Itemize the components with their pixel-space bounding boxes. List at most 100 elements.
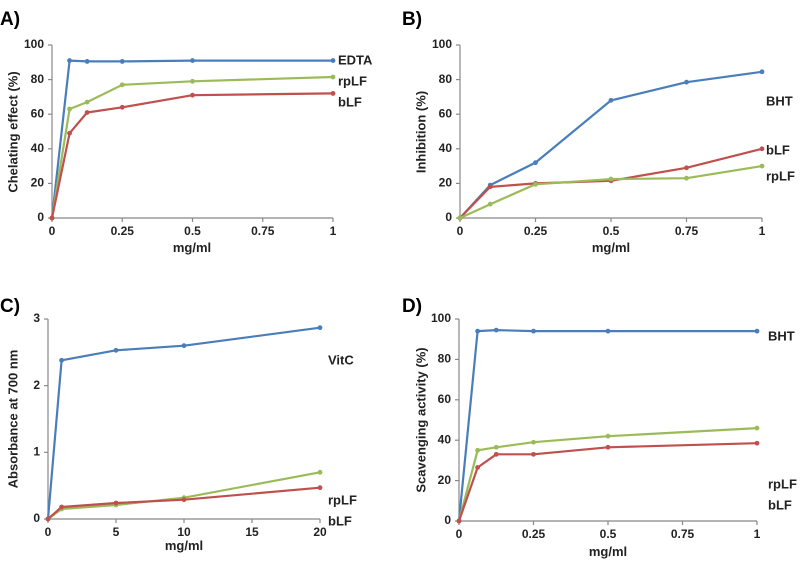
series-label-blf: bLF (768, 497, 792, 512)
data-point-blf (487, 184, 493, 190)
data-point-vitc (59, 357, 64, 363)
chart-panel-2: B) 0 20 40 60 80 100 0 0.25 0.5 0.75 1 mg/ml Inhibiti… (402, 9, 795, 255)
y-tick-label: 60 (31, 106, 45, 120)
data-point-rplf (487, 201, 493, 207)
x-tick-label: 1 (330, 224, 337, 238)
data-point-bht (531, 328, 536, 334)
series-line-bht (459, 70, 763, 219)
series-line-bht (457, 329, 757, 522)
y-tick-label: 100 (432, 37, 452, 51)
panel-label: D) (402, 296, 422, 317)
data-point-edta (119, 59, 125, 64)
series-label-vitc: VitC (328, 352, 354, 367)
x-tick-label: 0 (456, 527, 463, 541)
y-tick-label: 100 (24, 37, 44, 51)
data-point-edta (330, 58, 336, 63)
y-tick-label: 20 (439, 176, 453, 190)
series-line-edta (50, 59, 333, 219)
data-point-rplf (533, 181, 538, 187)
x-tick-label: 0.5 (184, 224, 201, 238)
y-axis-title: Absorbance at 700 nm (5, 350, 20, 489)
data-point-blf (456, 518, 462, 524)
data-point-rplf (457, 215, 463, 221)
data-point-bht (533, 160, 538, 166)
data-point-blf (754, 440, 760, 446)
data-point-rplf (684, 175, 689, 181)
x-tick-label: 0.75 (251, 224, 275, 238)
x-axis-title: mg/ml (173, 240, 211, 255)
x-tick-label: 0.75 (671, 527, 695, 541)
x-tick-label: 1 (759, 224, 766, 238)
data-point-blf (317, 485, 323, 491)
series-line-rplf (50, 75, 334, 219)
x-tick-label: 0.5 (603, 224, 620, 238)
x-tick-label: 0 (45, 525, 52, 539)
series-label-rplf: rpLF (328, 492, 357, 507)
series-line-blf (459, 147, 763, 219)
data-point-blf (84, 110, 90, 115)
chart-panel-3: C) 0 1 2 3 0 5 10 15 20 mg/ml Absorbance at 700 nm V… (0, 296, 357, 553)
data-point-edta (190, 58, 195, 63)
series-label-rplf: rpLF (768, 476, 797, 491)
series-label-bht: BHT (766, 93, 793, 108)
series-label-edta: EDTA (338, 52, 373, 67)
series-label-blf: bLF (338, 94, 362, 109)
series-line-blf (47, 486, 321, 520)
x-tick-label: 10 (177, 525, 191, 539)
y-tick-label: 40 (31, 141, 45, 155)
y-tick-label: 3 (33, 311, 40, 325)
data-point-rplf (493, 444, 499, 450)
series-label-rplf: rpLF (766, 168, 795, 183)
panel-label: C) (0, 296, 20, 317)
y-tick-label: 0 (445, 210, 452, 224)
x-axis-title: mg/ml (592, 240, 630, 255)
y-tick-label: 40 (438, 432, 452, 446)
series-line-blf (50, 92, 334, 219)
data-point-bht (605, 328, 611, 334)
x-tick-label: 0.5 (600, 527, 617, 541)
y-axis-title: Chelating effect (%) (5, 71, 20, 192)
series-label-blf: bLF (328, 513, 352, 528)
data-point-rplf (119, 82, 125, 88)
data-point-blf (67, 130, 72, 136)
y-tick-label: 1 (33, 445, 40, 459)
x-tick-label: 0.75 (675, 224, 699, 238)
data-point-vitc (181, 343, 187, 349)
data-point-blf (493, 451, 499, 457)
x-tick-label: 1 (754, 527, 761, 541)
data-point-blf (113, 500, 119, 506)
data-point-rplf (67, 106, 72, 112)
y-tick-label: 80 (438, 352, 452, 366)
panel-label: A) (0, 9, 20, 30)
data-point-rplf (330, 74, 336, 80)
y-tick-label: 2 (33, 378, 40, 392)
data-point-blf (330, 91, 336, 96)
data-point-blf (531, 451, 536, 457)
data-point-rplf (608, 176, 614, 182)
y-tick-label: 60 (439, 106, 453, 120)
y-tick-label: 80 (31, 72, 45, 86)
data-point-blf (190, 92, 195, 98)
x-tick-label: 0.25 (524, 224, 548, 238)
data-point-rplf (84, 99, 90, 105)
series-label-blf: bLF (766, 142, 790, 157)
x-tick-label: 20 (313, 525, 327, 539)
x-tick-label: 0 (49, 224, 56, 238)
data-point-blf (181, 497, 187, 503)
y-axis-title: Inhibition (%) (413, 91, 428, 173)
y-tick-label: 20 (438, 473, 452, 487)
x-tick-label: 5 (113, 525, 120, 539)
x-tick-label: 0.25 (111, 224, 135, 238)
data-point-rplf (759, 163, 765, 169)
series-line-rplf (457, 427, 758, 522)
y-tick-label: 0 (33, 511, 40, 525)
data-point-blf (49, 215, 55, 221)
data-point-rplf (190, 78, 195, 84)
series-label-rplf: rpLF (338, 73, 367, 88)
data-point-bht (754, 328, 760, 334)
series-label-bht: BHT (768, 328, 795, 343)
y-tick-label: 0 (444, 513, 451, 527)
data-point-bht (684, 79, 689, 85)
x-tick-label: 0 (457, 224, 464, 238)
data-point-blf (119, 104, 125, 110)
